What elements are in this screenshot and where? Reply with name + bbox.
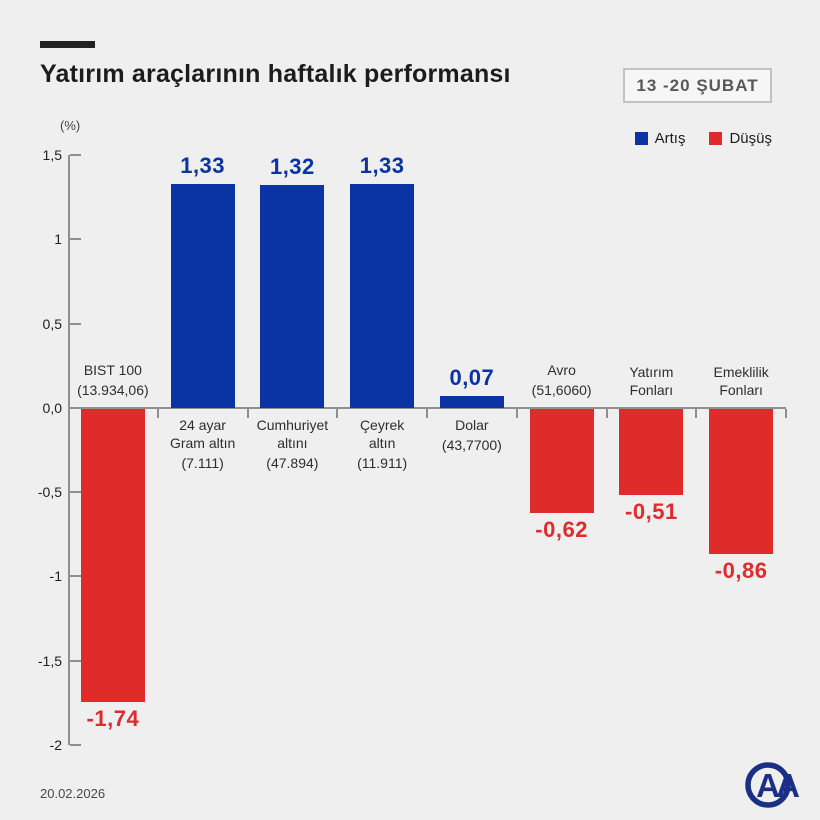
category-current-value: (7.111) [181, 454, 224, 471]
category-name-line: BIST 100 [83, 362, 142, 379]
bar-value-label: 1,33 [359, 152, 405, 178]
category-name-line: 24 ayar [179, 416, 226, 433]
title-dash [40, 41, 95, 48]
y-tick [70, 744, 81, 746]
category-current-value: (13.934,06) [77, 381, 149, 398]
category-tick [156, 408, 159, 418]
category-name-line: altın [368, 434, 396, 451]
bar-value-label: -1,74 [86, 706, 140, 732]
category-tick [426, 408, 428, 418]
bar-value-label: -0,86 [714, 557, 768, 583]
category-name-line: Çeyrek [359, 416, 405, 433]
y-axis [68, 155, 70, 745]
y-tick [70, 491, 81, 494]
y-tick-label: -0,5 [37, 484, 62, 501]
y-tick [70, 154, 81, 156]
category-current-value: (47.894) [266, 454, 319, 471]
svg-text:A: A [756, 767, 780, 804]
bar-category-label: BIST 100 (13.934,06) [48, 362, 178, 400]
bar-category-label: Çeyrek altın (11.911) [317, 417, 447, 473]
aa-agency-logo: A A [745, 762, 800, 808]
category-name-line: Cumhuriyet [256, 416, 329, 433]
bar-category-label: Cumhuriyet altını (47.894) [227, 417, 357, 473]
category-tick [246, 408, 249, 418]
bar-category-label: 24 ayar Gram altın (7.111) [138, 417, 268, 473]
bar-category-label: Yatırım Fonları [586, 364, 716, 400]
category-name-line: Yatırım [629, 364, 674, 381]
category-tick [336, 408, 339, 418]
bar-value-label: 1,32 [269, 154, 315, 180]
category-name-line: Emeklilik [713, 364, 769, 381]
y-tick-label: 1 [54, 231, 62, 248]
y-tick-label: 0,5 [42, 315, 62, 332]
category-current-value: (11.911) [357, 454, 408, 471]
bar-category-label: Emeklilik Fonları [676, 364, 806, 400]
bar-increase [260, 185, 325, 408]
bar-decrease [80, 408, 145, 703]
category-name-line: Avro [547, 362, 576, 379]
category-name-line: Fonları [719, 381, 763, 398]
svg-text:A: A [776, 767, 800, 804]
category-name-line: altını [277, 434, 308, 451]
bar-value-label: -0,51 [625, 498, 678, 524]
category-name-line: Gram altın [169, 434, 236, 451]
y-tick-label: -2 [49, 737, 62, 753]
period-badge: 13 -20 ŞUBAT [623, 68, 772, 103]
bar-value-label: 1,33 [180, 152, 226, 178]
legend-label-increase: Artış [654, 130, 686, 147]
bar-decrease [619, 408, 684, 495]
category-current-value: (51,6060) [531, 381, 592, 398]
legend-item-increase: Artış [634, 130, 686, 147]
y-tick [70, 322, 81, 325]
category-name-line: Fonları [629, 381, 674, 398]
y-tick-label: 0,0 [42, 399, 62, 416]
y-axis-unit-label: (%) [60, 118, 81, 133]
bar-increase [350, 183, 415, 408]
category-name-line: Dolar [455, 416, 489, 433]
bar-value-label: -0,62 [535, 517, 588, 543]
category-tick [515, 408, 518, 418]
category-current-value: (43,7700) [441, 436, 502, 453]
y-tick-label: -1 [49, 568, 62, 585]
legend-item-decrease: Düşüş [709, 130, 772, 147]
bar-category-label: Dolar (43,7700) [407, 417, 537, 455]
footer-date: 20.02.2026 [40, 786, 106, 801]
category-tick [695, 408, 698, 418]
bar-decrease [529, 408, 594, 514]
x-axis [68, 406, 786, 409]
decrease-swatch-icon [709, 132, 723, 145]
bar-decrease [709, 408, 774, 554]
y-tick-label: -1,5 [37, 652, 62, 669]
category-tick [785, 408, 787, 418]
legend-label-decrease: Düşüş [729, 130, 772, 147]
category-tick [605, 408, 608, 418]
bar-category-label: Avro (51,6060) [497, 362, 627, 400]
increase-swatch-icon [634, 132, 648, 145]
y-tick [70, 659, 81, 662]
y-tick [70, 238, 81, 241]
bar-increase [439, 396, 504, 408]
y-tick-label: 1,5 [42, 147, 62, 163]
y-tick [70, 575, 81, 578]
page-title: Yatırım araçlarının haftalık performansı [40, 60, 511, 88]
bar-increase [170, 183, 235, 408]
bar-value-label: 0,07 [449, 365, 495, 391]
legend: Artış Düşüş [634, 130, 772, 147]
